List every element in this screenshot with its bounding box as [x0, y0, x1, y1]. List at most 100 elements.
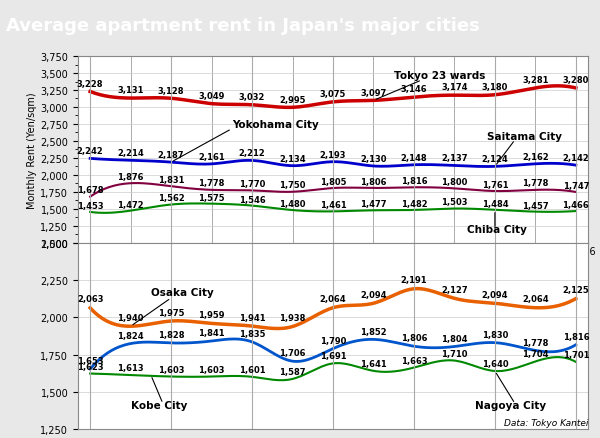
Text: 3,174: 3,174: [441, 83, 467, 92]
Text: 1,701: 1,701: [563, 350, 589, 359]
Text: 1,641: 1,641: [360, 359, 387, 368]
Text: 3,032: 3,032: [239, 93, 265, 102]
Text: 2,137: 2,137: [441, 154, 467, 163]
Text: 1,778: 1,778: [199, 179, 225, 188]
Text: 1,640: 1,640: [482, 359, 508, 368]
Text: 2,161: 2,161: [198, 152, 225, 162]
Text: 1,816: 1,816: [563, 332, 589, 341]
Text: 1,601: 1,601: [239, 365, 265, 374]
Text: 2,995: 2,995: [279, 95, 306, 104]
Text: 1,959: 1,959: [199, 310, 225, 319]
Text: 1,806: 1,806: [360, 177, 387, 186]
Text: 3,180: 3,180: [482, 83, 508, 92]
Text: 2010: 2010: [98, 247, 122, 257]
Text: 2011: 2011: [179, 247, 203, 257]
Text: 1,603: 1,603: [158, 365, 184, 374]
Text: 2,148: 2,148: [401, 153, 427, 162]
Text: 1,482: 1,482: [401, 199, 427, 208]
Text: 1,466: 1,466: [562, 201, 589, 209]
Text: 1,938: 1,938: [280, 313, 306, 322]
Text: 3,128: 3,128: [158, 86, 184, 95]
Text: 2,212: 2,212: [239, 149, 265, 158]
Text: 1,804: 1,804: [441, 334, 467, 343]
Text: 1,778: 1,778: [522, 338, 548, 347]
Text: 1,876: 1,876: [118, 173, 144, 181]
Text: 2,124: 2,124: [482, 155, 508, 164]
Text: 1,975: 1,975: [158, 308, 184, 317]
Text: Osaka City: Osaka City: [151, 287, 214, 297]
Text: 2,191: 2,191: [401, 276, 427, 285]
Text: 1,613: 1,613: [118, 363, 144, 372]
Text: 1,562: 1,562: [158, 194, 184, 203]
Text: Nagoya City: Nagoya City: [475, 400, 546, 410]
Text: 1,830: 1,830: [482, 330, 508, 339]
Text: 3,049: 3,049: [199, 92, 225, 101]
Text: 2,063: 2,063: [77, 295, 103, 304]
Text: 3,097: 3,097: [361, 88, 386, 97]
Text: 3,281: 3,281: [522, 76, 548, 85]
Text: 1,778: 1,778: [522, 179, 548, 188]
Text: 1,704: 1,704: [522, 350, 548, 359]
Text: 1,453: 1,453: [77, 201, 103, 210]
Text: 3,146: 3,146: [401, 85, 427, 94]
Text: 1,457: 1,457: [522, 201, 548, 210]
Text: Saitama City: Saitama City: [487, 131, 562, 141]
Text: 2,130: 2,130: [360, 155, 387, 163]
Text: 1,503: 1,503: [441, 198, 467, 207]
Text: 1,800: 1,800: [441, 177, 467, 187]
Text: 2,094: 2,094: [360, 290, 387, 299]
Text: 1,691: 1,691: [320, 352, 346, 360]
Text: 2,242: 2,242: [77, 147, 104, 156]
Text: 2,193: 2,193: [320, 150, 346, 159]
Text: 2,214: 2,214: [117, 149, 144, 158]
Text: 1,663: 1,663: [401, 356, 427, 365]
Text: 1,805: 1,805: [320, 177, 346, 186]
Text: 1,816: 1,816: [401, 177, 427, 185]
Text: 3,280: 3,280: [563, 76, 589, 85]
Text: 1,706: 1,706: [279, 349, 306, 357]
Text: 2014: 2014: [422, 247, 446, 257]
Text: 2013: 2013: [341, 247, 365, 257]
Text: 1,852: 1,852: [360, 327, 387, 336]
Text: 1,750: 1,750: [279, 181, 306, 190]
Text: Data: Tokyo Kantei: Data: Tokyo Kantei: [503, 418, 588, 427]
Text: 1,678: 1,678: [77, 186, 103, 195]
Text: 1,941: 1,941: [239, 313, 265, 322]
Y-axis label: Monthly Rent (Yen/sqm): Monthly Rent (Yen/sqm): [28, 92, 37, 208]
Text: 1,710: 1,710: [441, 349, 467, 358]
Text: 1,831: 1,831: [158, 176, 184, 184]
Text: 2012: 2012: [260, 247, 284, 257]
Text: 2,094: 2,094: [482, 290, 508, 299]
Text: Yokohama City: Yokohama City: [232, 120, 319, 130]
Text: 2,064: 2,064: [522, 295, 548, 304]
Text: 1,480: 1,480: [279, 200, 306, 208]
Text: 3,075: 3,075: [320, 90, 346, 99]
Text: 1,472: 1,472: [118, 200, 144, 209]
Text: 1,461: 1,461: [320, 201, 346, 210]
Text: 1,484: 1,484: [482, 199, 508, 208]
Text: 2,064: 2,064: [320, 295, 346, 304]
Text: 1,828: 1,828: [158, 330, 184, 339]
Text: 1,747: 1,747: [563, 181, 589, 190]
Text: Average apartment rent in Japan's major cities: Average apartment rent in Japan's major …: [6, 17, 480, 35]
Text: 1,653: 1,653: [77, 357, 103, 365]
Text: Tokyo 23 wards: Tokyo 23 wards: [394, 71, 485, 81]
Text: 2,134: 2,134: [279, 154, 306, 163]
Text: 1,761: 1,761: [482, 180, 508, 189]
Text: 1,824: 1,824: [118, 331, 144, 340]
Text: 2,162: 2,162: [522, 152, 549, 161]
Text: 1,546: 1,546: [239, 195, 265, 204]
Text: 2,127: 2,127: [441, 285, 468, 294]
Text: 2016: 2016: [572, 247, 596, 257]
Text: 1,587: 1,587: [279, 367, 306, 376]
Text: Chiba City: Chiba City: [467, 225, 526, 235]
Text: Kobe City: Kobe City: [131, 400, 187, 410]
Text: 1,603: 1,603: [199, 365, 225, 374]
Text: 1,770: 1,770: [239, 180, 265, 189]
Text: 1,790: 1,790: [320, 336, 346, 345]
Text: 3,131: 3,131: [118, 86, 144, 95]
Text: 1,841: 1,841: [198, 328, 225, 338]
Text: 1,806: 1,806: [401, 334, 427, 343]
Text: 3,228: 3,228: [77, 80, 103, 88]
Text: 1,575: 1,575: [198, 193, 225, 202]
